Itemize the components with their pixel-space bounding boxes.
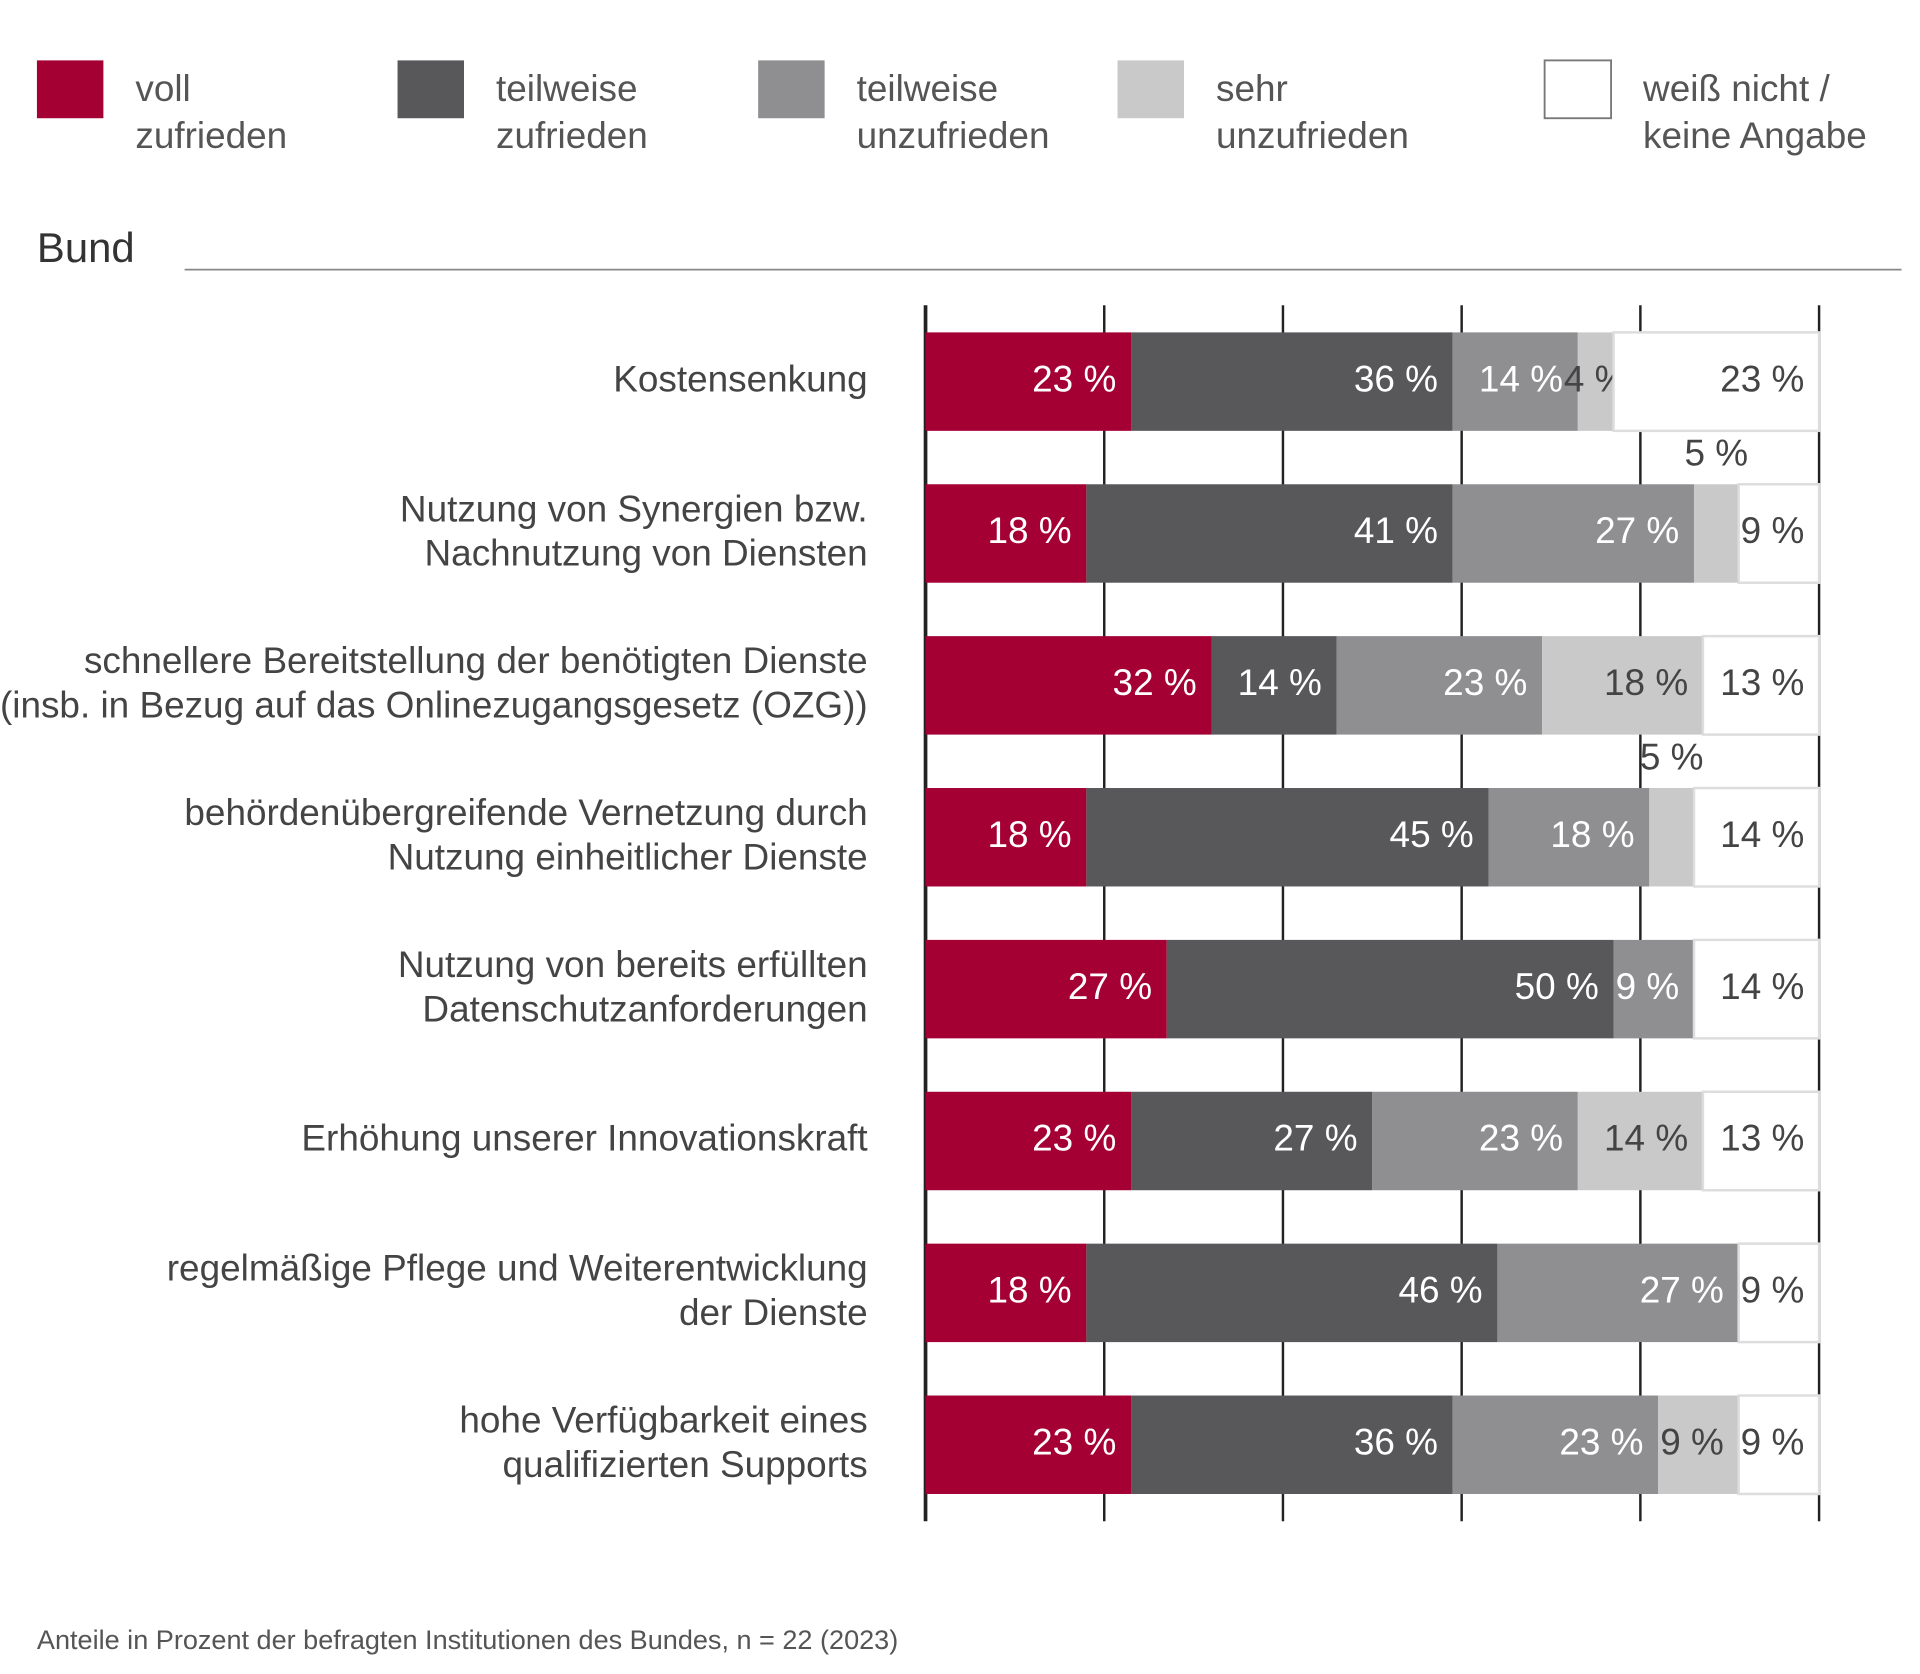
bar-segment <box>1737 1394 1821 1496</box>
bar-segment <box>1577 1091 1703 1191</box>
legend-label: voll zufrieden <box>135 68 287 156</box>
bar-segment <box>1737 483 1821 584</box>
bar-segment <box>1612 331 1821 433</box>
value-label: 18 % <box>987 510 1071 551</box>
category-label: regelmäßige Pflege und Weiterentwicklung… <box>167 1247 868 1332</box>
value-label: 9 % <box>1616 966 1680 1007</box>
bar-segment <box>1086 484 1453 583</box>
bar-segment <box>1131 332 1453 431</box>
bar-segment <box>1692 938 1821 1040</box>
footnote: Anteile in Prozent der befragten Institu… <box>37 1624 898 1655</box>
bar-segment <box>1701 634 1821 736</box>
value-label: 27 % <box>1068 966 1152 1007</box>
section-title: Bund <box>37 224 135 271</box>
bar-segment <box>1488 788 1650 887</box>
value-label: 23 % <box>1720 358 1804 399</box>
value-label: 23 % <box>1443 662 1527 703</box>
bar-segment <box>1452 484 1694 583</box>
value-label: 13 % <box>1720 1118 1804 1159</box>
bar-segment <box>925 332 1132 431</box>
value-label: 18 % <box>987 1270 1071 1311</box>
bar-segment <box>1452 332 1578 431</box>
legend-swatch <box>758 60 825 119</box>
value-label: 18 % <box>1550 814 1634 855</box>
value-label: 46 % <box>1399 1270 1483 1311</box>
value-label: 5 % <box>1685 433 1749 474</box>
category-label: hohe Verfügbarkeit eines qualifizierten S… <box>459 1399 867 1484</box>
value-label: 14 % <box>1720 966 1804 1007</box>
category-label: Erhöhung unserer Innovationskraft <box>301 1118 867 1159</box>
legend-swatch <box>397 60 464 119</box>
bar-segment <box>1737 1242 1821 1344</box>
category-label: schnellere Bereitstellung der benötigten… <box>0 640 868 725</box>
category-label: Kostensenkung <box>613 358 867 399</box>
legend-swatch <box>1117 60 1184 119</box>
value-label: 14 % <box>1604 1118 1688 1159</box>
value-label: 23 % <box>1559 1422 1643 1463</box>
bar-segment <box>1497 1243 1739 1343</box>
bar-segment <box>1577 332 1614 431</box>
legend-label: weiß nicht / keine Angabe <box>1642 68 1867 156</box>
bar-segment <box>1086 788 1489 887</box>
bar-segment <box>1372 1091 1578 1191</box>
bar-segment <box>1452 1395 1659 1494</box>
value-label: 36 % <box>1354 1422 1438 1463</box>
bar-segment <box>1131 1091 1373 1191</box>
legend-swatch <box>1543 59 1613 120</box>
value-label: 14 % <box>1479 358 1563 399</box>
bar-segment <box>925 484 1087 583</box>
legend-label: teilweise zufrieden <box>496 68 648 156</box>
value-label: 9 % <box>1741 510 1805 551</box>
value-label: 23 % <box>1032 1422 1116 1463</box>
bar-segment <box>1701 1090 1821 1192</box>
bar-segment <box>925 1395 1132 1494</box>
value-label: 36 % <box>1354 358 1438 399</box>
value-label: 14 % <box>1238 662 1322 703</box>
bar-segment <box>1693 484 1739 583</box>
value-label: 9 % <box>1660 1422 1724 1463</box>
bar-segment <box>925 1243 1087 1343</box>
bar-segment <box>1613 939 1694 1039</box>
bar-segment <box>1086 1243 1498 1343</box>
bar-segment <box>925 939 1167 1039</box>
value-label: 9 % <box>1741 1270 1805 1311</box>
value-label: 9 % <box>1741 1422 1805 1463</box>
value-label: 18 % <box>1604 662 1688 703</box>
value-label: 50 % <box>1515 966 1599 1007</box>
bar-segment <box>1692 786 1821 888</box>
bar-segment <box>1166 939 1614 1039</box>
bar-segment <box>925 1091 1132 1191</box>
legend-label: teilweise unzufrieden <box>857 68 1050 156</box>
value-label: 23 % <box>1032 358 1116 399</box>
category-label: behördenübergreifende Vernetzung durch Nu… <box>184 792 867 877</box>
value-label: 27 % <box>1273 1118 1357 1159</box>
bar-segment <box>1131 1395 1453 1494</box>
value-label: 13 % <box>1720 662 1804 703</box>
value-label: 41 % <box>1354 510 1438 551</box>
legend-swatch <box>36 60 104 119</box>
value-label: 5 % <box>1640 736 1704 777</box>
legend-label: sehr unzufrieden <box>1216 68 1409 156</box>
category-label: Nutzung von bereits erfüllten Datenschutz… <box>398 944 868 1029</box>
value-label: 18 % <box>987 814 1071 855</box>
value-label: 32 % <box>1113 662 1197 703</box>
bar-segment <box>1336 636 1543 735</box>
value-label: 45 % <box>1390 814 1474 855</box>
bar-segment <box>1542 636 1703 735</box>
bar-segment <box>1211 636 1337 735</box>
value-label: 27 % <box>1640 1270 1724 1311</box>
bar-segment <box>1658 1395 1739 1494</box>
bar-segment <box>1649 788 1694 887</box>
value-label: 14 % <box>1720 814 1804 855</box>
value-label: 23 % <box>1479 1118 1563 1159</box>
category-label: Nutzung von Synergien bzw. Nachnutzung vo… <box>400 488 868 573</box>
value-label: 27 % <box>1595 510 1679 551</box>
bar-segment <box>925 788 1087 887</box>
bar-segment <box>925 636 1212 735</box>
value-label: 23 % <box>1032 1118 1116 1159</box>
